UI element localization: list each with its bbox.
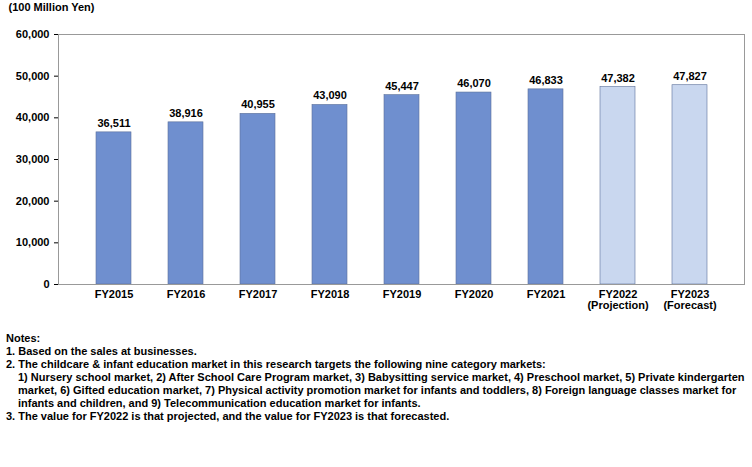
html-text:2. The childcare & infant educ: 2. The childcare & infant education mark… [6,358,546,370]
html-text:1. Based on the sales at busin: 1. Based on the sales at businesses. [6,345,197,357]
svg-text:46,833: 46,833 [529,74,563,86]
svg-text:FY2023(Forecast): FY2023(Forecast) [663,288,717,311]
svg-text:50,000: 50,000 [16,70,50,82]
svg-text:47,382: 47,382 [601,72,635,84]
svg-text:36,511: 36,511 [97,117,130,129]
html-text:1) Nursery school market, 2) A: 1) Nursery school market, 2) After Schoo… [18,371,745,409]
svg-text:0: 0 [43,278,49,290]
svg-text:47,827: 47,827 [673,70,707,82]
svg-text:20,000: 20,000 [16,195,50,207]
svg-text:40,955: 40,955 [241,98,275,110]
svg-text:45,447: 45,447 [385,80,419,92]
svg-text:FY2019: FY2019 [383,288,422,300]
svg-text:46,070: 46,070 [457,77,491,89]
svg-text:FY2020: FY2020 [455,288,494,300]
svg-text:43,090: 43,090 [313,89,347,101]
svg-text:(100 Million Yen): (100 Million Yen) [9,1,95,13]
svg-text:FY2022(Projection): FY2022(Projection) [587,288,648,311]
svg-text:40,000: 40,000 [16,111,50,123]
svg-text:38,916: 38,916 [169,107,203,119]
svg-text:FY2018: FY2018 [311,288,350,300]
svg-text:10,000: 10,000 [16,236,50,248]
svg-text:FY2017: FY2017 [239,288,278,300]
svg-text:FY2016: FY2016 [167,288,206,300]
svg-text:60,000: 60,000 [16,28,50,40]
html-text:3. The value for FY2022 is tha: 3. The value for FY2022 is that projecte… [6,410,450,422]
html-text:Notes:: Notes: [6,332,41,344]
svg-text:30,000: 30,000 [16,153,50,165]
svg-text:FY2015: FY2015 [95,288,134,300]
svg-text:FY2021: FY2021 [527,288,566,300]
